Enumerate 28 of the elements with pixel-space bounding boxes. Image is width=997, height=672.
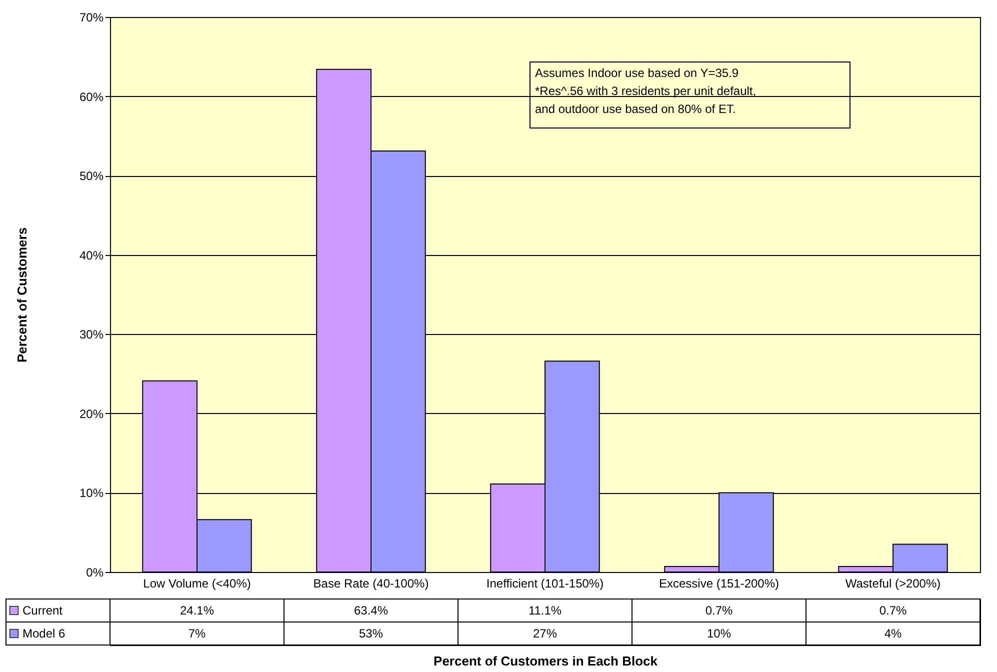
legend-label: Model 6 — [22, 626, 66, 640]
y-tick-label: 0% — [86, 566, 104, 580]
legend-label: Current — [22, 604, 64, 618]
y-tick-label: 60% — [79, 90, 104, 104]
x-tick-label: Wasteful (>200%) — [845, 576, 941, 590]
x-tick-label: Inefficient (101-150%) — [486, 576, 604, 590]
x-tick-label: Base Rate (40-100%) — [313, 576, 429, 590]
annotation: Assumes Indoor use based on Y=35.9 *Res^.56 with 3 residents per unit default, and outdoor use based on 80% of ET. — [535, 66, 756, 116]
y-tick-label: 40% — [79, 248, 104, 262]
x-tick-label: Low Volume (<40%) — [143, 576, 251, 590]
data-label: 11.1% — [528, 604, 562, 618]
data-label: 7% — [188, 626, 206, 640]
x-tick-label: Excessive (151-200%) — [658, 576, 780, 590]
data-label: 10% — [706, 626, 732, 640]
data-label: 53% — [358, 626, 384, 640]
y-tick-label: 50% — [79, 169, 104, 184]
data-label: 27% — [532, 626, 558, 640]
data-label: 0.7% — [705, 604, 733, 618]
y-tick-label: 10% — [79, 486, 104, 500]
y-tick-label: 70% — [79, 10, 104, 24]
y-tick-label: 20% — [79, 406, 104, 421]
data-label: 0.7% — [879, 604, 907, 618]
data-label: 4% — [884, 626, 902, 640]
data-label: 24.1% — [180, 604, 214, 618]
y-axis-title: Percent of Customers — [14, 227, 30, 363]
x-axis-title: Percent of Customers in Each Block — [434, 654, 658, 668]
data-label: 63.4% — [354, 604, 388, 618]
y-tick-label: 30% — [79, 328, 104, 342]
